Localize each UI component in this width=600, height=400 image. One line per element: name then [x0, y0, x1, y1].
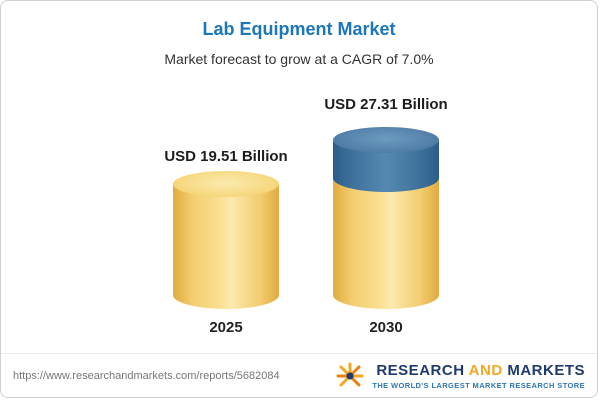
source-url: https://www.researchandmarkets.com/repor…	[13, 369, 280, 382]
logo-word-and: AND	[468, 361, 503, 379]
logo-text: RESEARCH AND MARKETS THE WORLD'S LARGEST…	[372, 362, 585, 390]
logo-tagline: THE WORLD'S LARGEST MARKET RESEARCH STOR…	[372, 380, 585, 390]
bar-2025-body	[173, 184, 279, 309]
axis-label-2025: 2025	[209, 319, 243, 336]
chart-subtitle: Market forecast to grow at a CAGR of 7.0…	[164, 51, 434, 67]
logo-wordmark: RESEARCH AND MARKETS	[376, 362, 585, 379]
bar-cylinder-2025	[173, 171, 279, 309]
footer: https://www.researchandmarkets.com/repor…	[1, 353, 597, 397]
logo-word-markets: MARKETS	[507, 361, 585, 379]
bar-2030-top	[333, 127, 439, 153]
logo-word-research: RESEARCH	[376, 361, 465, 379]
chart-title: Lab Equipment Market	[202, 19, 396, 39]
logo-sunburst-icon	[336, 362, 364, 386]
bar-2025-top	[173, 171, 279, 197]
value-label-2025: USD 19.51 Billion	[164, 148, 288, 165]
bar-cylinder-2030	[333, 127, 439, 309]
value-label-2030: USD 27.31 Billion	[324, 96, 448, 113]
researchandmarkets-logo: RESEARCH AND MARKETS THE WORLD'S LARGEST…	[335, 361, 585, 391]
bar-2030-base-segment	[333, 179, 439, 309]
axis-label-2030: 2030	[369, 319, 403, 336]
